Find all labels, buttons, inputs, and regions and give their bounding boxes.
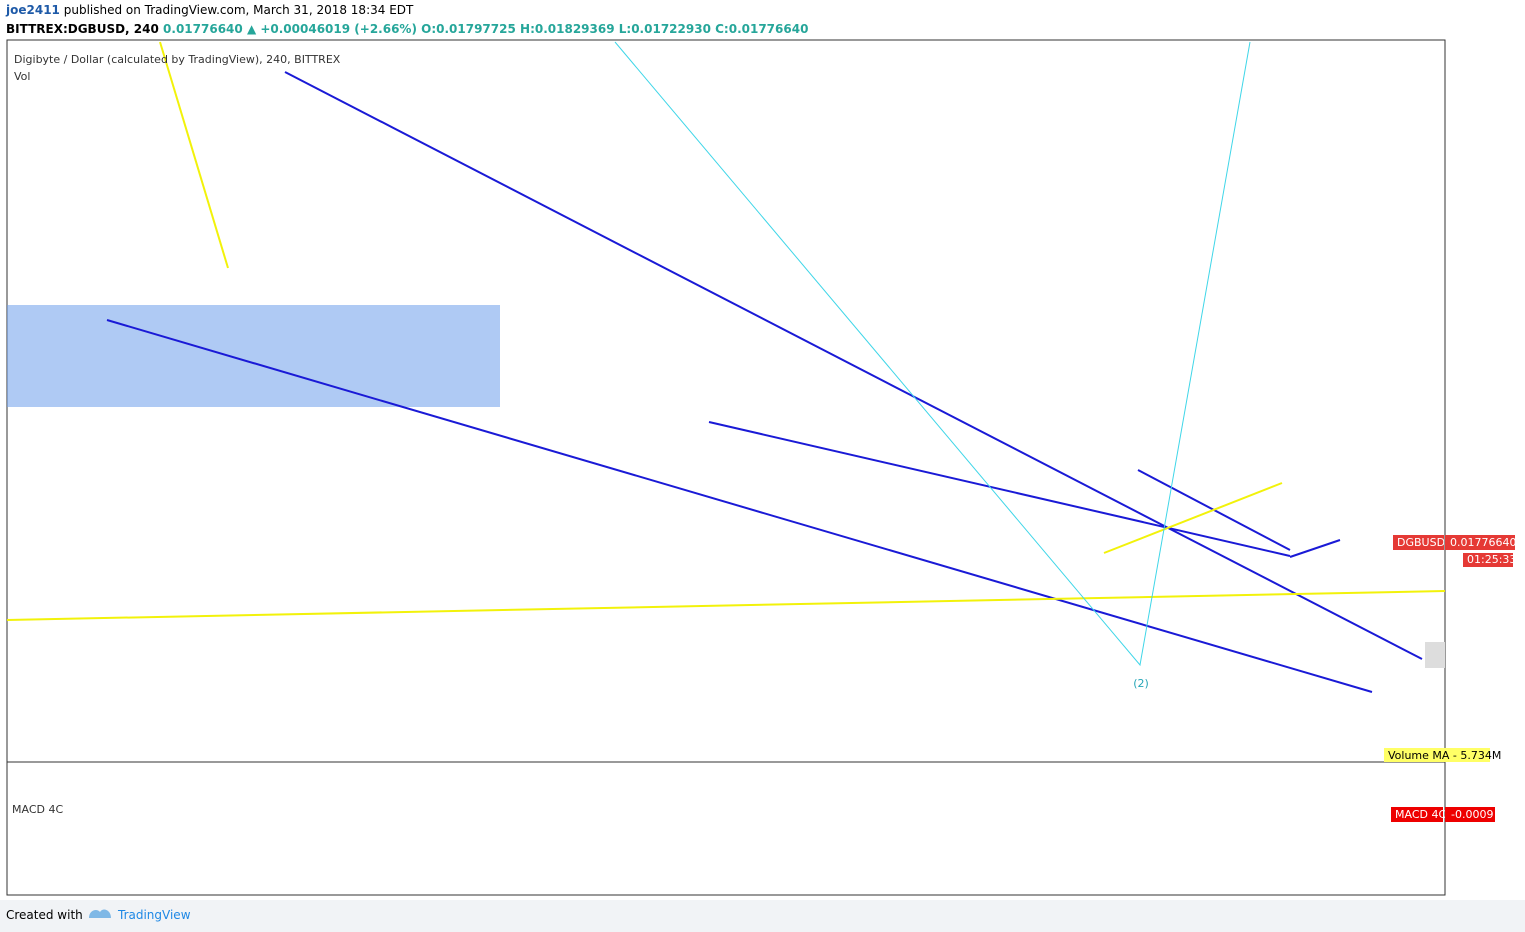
- zone: [7, 305, 500, 407]
- trend-line: [1103, 482, 1283, 554]
- last: 0.01776640: [163, 22, 243, 36]
- brand[interactable]: TradingView: [118, 908, 191, 922]
- price-tag-value: 0.01776640: [1450, 536, 1516, 549]
- macd-tag-label: MACD 4C: [1395, 808, 1446, 821]
- change: ▲ +0.00046019 (+2.66%): [246, 22, 417, 36]
- trend-line: [6, 590, 1446, 621]
- created: Created with: [6, 908, 83, 922]
- trend-line: [284, 71, 1423, 660]
- macd-tag: [1391, 807, 1443, 822]
- wave-line: [614, 41, 1251, 667]
- annotation: (2): [1133, 677, 1149, 690]
- subtitle: Vol: [14, 70, 30, 83]
- footer: Created with TradingView: [0, 900, 1525, 932]
- volume-ma-label: Volume MA - 5.734M: [1388, 749, 1501, 762]
- price-tag: [1445, 535, 1515, 550]
- macd-tag: [1445, 807, 1495, 822]
- logo: [89, 909, 111, 918]
- countdown-tag: [1463, 553, 1513, 567]
- close: C:0.01776640: [715, 22, 809, 36]
- open: O:0.01797725: [421, 22, 516, 36]
- macd-label: MACD 4C: [12, 803, 63, 816]
- countdown: 01:25:33: [1467, 553, 1516, 566]
- published: published on TradingView.com, March 31, …: [63, 3, 414, 17]
- symbol-line: BITTREX:DGBUSD, 240 0.01776640 ▲ +0.0004…: [6, 22, 808, 36]
- user: joe2411: [6, 3, 60, 17]
- trend-line: [708, 421, 1291, 557]
- chart: Digibyte / Dollar (calculated by Trading…: [6, 39, 1516, 896]
- publish-line: joe2411 published on TradingView.com, Ma…: [6, 3, 413, 17]
- trend-line: [106, 319, 1373, 693]
- high: H:0.01829369: [520, 22, 615, 36]
- trend-line: [1289, 539, 1341, 558]
- trend-line: [159, 41, 229, 269]
- price-tag: [1393, 535, 1444, 550]
- chart-title: Digibyte / Dollar (calculated by Trading…: [14, 53, 341, 66]
- macd-tag-value: -0.0009: [1451, 808, 1493, 821]
- volume-ma-tag: [1384, 748, 1490, 762]
- drawings: [6, 41, 1446, 693]
- frame: [6, 39, 1446, 896]
- price-tag-symbol: DGBUSD: [1397, 536, 1445, 549]
- scroll-handle[interactable]: [1425, 642, 1445, 668]
- symbol: BITTREX:DGBUSD, 240: [6, 22, 159, 36]
- low: L:0.01722930: [618, 22, 711, 36]
